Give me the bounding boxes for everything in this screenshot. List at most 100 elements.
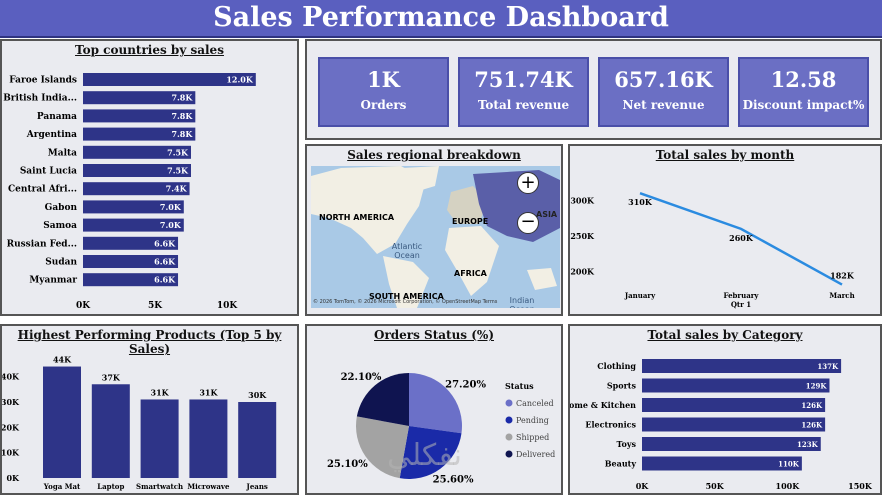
y-tick-label: 0K bbox=[6, 473, 20, 483]
category-label: Toys bbox=[616, 439, 636, 449]
slice-value-label: 27.20% bbox=[445, 379, 486, 390]
kpi-total-revenue: 751.74K Total revenue bbox=[458, 57, 589, 127]
map-label-africa: AFRICA bbox=[454, 269, 487, 278]
category-label: Beauty bbox=[605, 459, 637, 469]
bar bbox=[83, 91, 196, 105]
bar-value-label: 6.6K bbox=[154, 257, 176, 267]
sales-by-month-panel: Total sales by month 200K 250K 300K 310K Jan… bbox=[568, 144, 882, 316]
orders-status-panel: Orders Status (%) 27.20% 25.60% 25.10% 22.1… bbox=[305, 324, 563, 495]
dashboard-header: Sales Performance Dashboard bbox=[0, 0, 882, 38]
x-tick-label: January bbox=[624, 291, 656, 300]
top-countries-panel: Top countries by sales Faroe Islands 12.0… bbox=[0, 39, 299, 316]
x-tick-label: 10K bbox=[217, 301, 239, 311]
category-label: Gabon bbox=[45, 203, 78, 213]
x-tick-label: Yoga Mat bbox=[43, 482, 81, 491]
map-label-asia: ASIA bbox=[536, 210, 558, 219]
kpi-net-revenue: 657.16K Net revenue bbox=[598, 57, 729, 127]
kpi-value: 12.58 bbox=[770, 67, 837, 92]
south-america-shape bbox=[383, 256, 429, 308]
bar-value-label: 137K bbox=[817, 362, 839, 371]
y-tick-label: 10K bbox=[2, 448, 20, 458]
bar-value-label: 123K bbox=[797, 440, 819, 449]
bar-value-label: 6.6K bbox=[154, 238, 176, 248]
chart-title: Total sales by month bbox=[655, 148, 795, 162]
sales-by-category-chart: Clothing 137K Sports 129K Home & Kitchen 126K… bbox=[570, 359, 873, 491]
legend-marker bbox=[505, 450, 513, 458]
kpi-value: 657.16K bbox=[614, 67, 713, 92]
bar-value-label: 31K bbox=[199, 387, 218, 397]
top-products-chart: 0K 10K 20K 30K 40K 44K Yoga Mat 37K Laptop 31K Sma… bbox=[2, 355, 277, 491]
map-label-north-america: NORTH AMERICA bbox=[319, 213, 395, 222]
sales-by-category-panel: Total sales by Category Clothing 137K Spor… bbox=[568, 324, 882, 495]
pie-slice bbox=[356, 416, 409, 479]
bar-value-label: 7.5K bbox=[167, 166, 189, 176]
zoom-in-button[interactable]: + bbox=[517, 172, 539, 194]
legend-label: Delivered bbox=[516, 450, 555, 459]
x-tick-label: 150K bbox=[848, 481, 873, 491]
bar bbox=[83, 145, 191, 159]
orders-status-chart: 27.20% 25.60% 25.10% 22.10% Status Canceled Pe… bbox=[327, 372, 555, 486]
x-sub-label: Qtr 1 bbox=[731, 300, 751, 309]
greenland-shape bbox=[403, 166, 439, 192]
bar bbox=[43, 366, 81, 478]
bar bbox=[642, 378, 830, 393]
x-tick-label: Laptop bbox=[97, 482, 124, 491]
page-title: Sales Performance Dashboard bbox=[213, 2, 669, 33]
bar bbox=[238, 402, 277, 478]
zoom-out-button[interactable]: − bbox=[517, 212, 539, 234]
x-tick-label: 0K bbox=[636, 481, 650, 491]
legend-marker bbox=[505, 399, 513, 407]
category-label: Sports bbox=[607, 381, 637, 391]
slice-value-label: 25.10% bbox=[327, 459, 368, 470]
x-tick-label: 5K bbox=[148, 301, 163, 311]
x-tick-label: 0K bbox=[76, 301, 91, 311]
x-tick-label: Microwave bbox=[187, 482, 230, 491]
bar-value-label: 7.8K bbox=[171, 93, 193, 103]
category-label: Clothing bbox=[597, 361, 636, 371]
y-tick-label: 250K bbox=[570, 231, 595, 241]
chart-title: Top countries by sales bbox=[75, 43, 224, 57]
kpi-discount-impact: 12.58 Discount impact% bbox=[738, 57, 869, 127]
regional-map-panel: Sales regional breakdown NORTH AMERICA E… bbox=[305, 144, 563, 316]
bar bbox=[642, 359, 842, 373]
world-map[interactable]: NORTH AMERICA EUROPE ASIA Atlantic Ocean… bbox=[311, 166, 560, 308]
y-tick-label: 200K bbox=[570, 267, 595, 277]
bar-value-label: 44K bbox=[53, 355, 72, 365]
bar-value-label: 30K bbox=[248, 390, 267, 400]
category-label: Myanmar bbox=[29, 276, 77, 286]
legend-title: Status bbox=[505, 381, 534, 391]
north-america-shape bbox=[311, 166, 426, 254]
bar-value-label: 6.6K bbox=[154, 275, 176, 285]
top-countries-chart: Faroe Islands 12.0K British India... 7.8K Pa… bbox=[3, 73, 256, 311]
kpi-value: 751.74K bbox=[474, 67, 573, 92]
x-tick-label: February bbox=[723, 291, 759, 300]
bar-value-label: 7.5K bbox=[167, 147, 189, 157]
bar bbox=[642, 398, 826, 412]
bar-value-label: 126K bbox=[801, 421, 823, 430]
category-label: Malta bbox=[48, 148, 77, 158]
sales-by-month-chart: 200K 250K 300K 310K January 260K February 182K M… bbox=[570, 191, 855, 309]
legend-label: Shipped bbox=[516, 433, 549, 442]
series-line bbox=[639, 191, 843, 286]
y-tick-label: 30K bbox=[2, 397, 20, 407]
bar bbox=[83, 273, 179, 287]
x-tick-label: March bbox=[829, 291, 854, 300]
category-label: Sudan bbox=[45, 258, 77, 268]
y-tick-label: 40K bbox=[2, 372, 20, 382]
y-tick-label: 20K bbox=[2, 422, 20, 432]
bar-value-label: 7.0K bbox=[160, 220, 182, 230]
bar-value-label: 7.0K bbox=[160, 202, 182, 212]
map-label-south-america: SOUTH AMERICA bbox=[369, 292, 444, 301]
bar bbox=[642, 437, 821, 451]
bar-value-label: 7.8K bbox=[171, 111, 193, 121]
category-label: Electronics bbox=[585, 420, 636, 430]
category-label: Argentina bbox=[26, 130, 77, 140]
bar bbox=[83, 255, 179, 268]
kpi-label: Orders bbox=[360, 98, 407, 112]
chart-title: Sales regional breakdown bbox=[347, 148, 521, 162]
bar-value-label: 129K bbox=[806, 382, 828, 391]
bar bbox=[83, 218, 184, 232]
map-label-europe: EUROPE bbox=[452, 217, 489, 226]
category-label: Central Afri... bbox=[8, 185, 77, 195]
australia-shape bbox=[527, 268, 557, 290]
